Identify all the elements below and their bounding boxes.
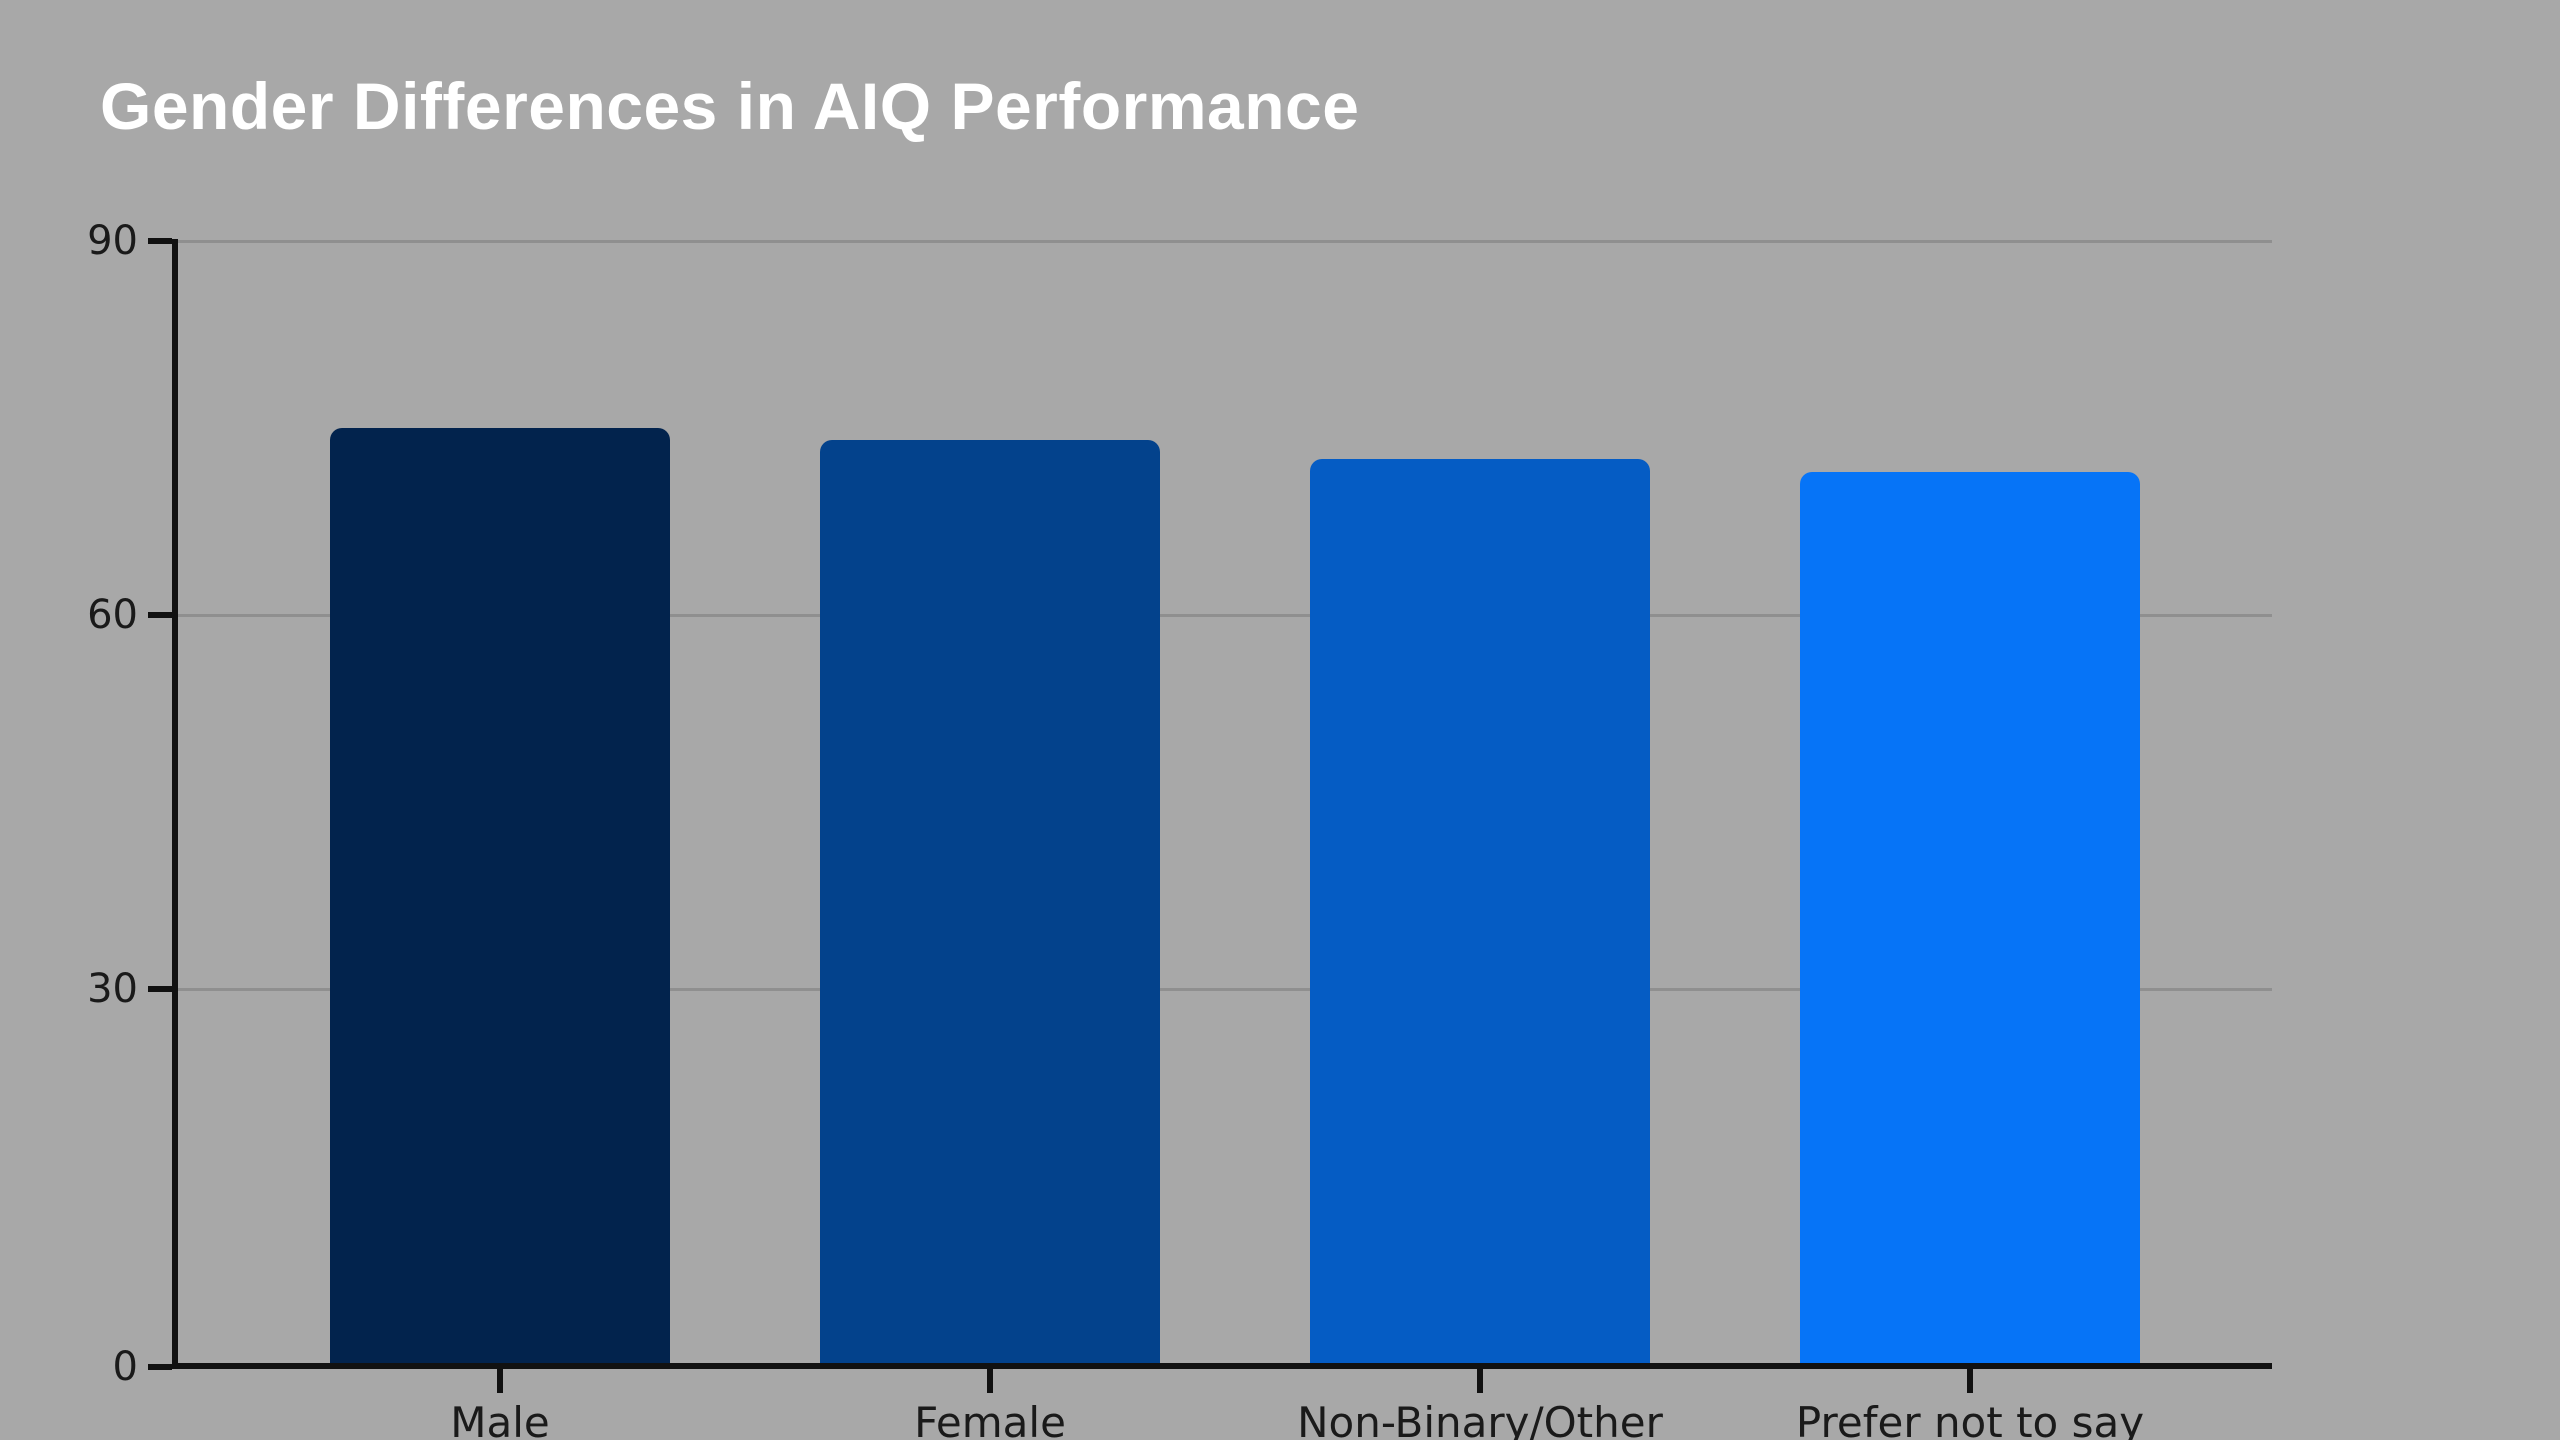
x-axis-tick xyxy=(1967,1369,1973,1393)
bar-prefer-not-to-say xyxy=(1800,471,2140,1363)
y-tick-label: 90 xyxy=(87,218,138,264)
y-axis-tick xyxy=(148,238,172,244)
x-axis-tick xyxy=(497,1369,503,1393)
x-axis-line xyxy=(172,1363,2272,1369)
x-tick-label: Male xyxy=(450,1398,550,1440)
bar-female xyxy=(820,440,1160,1363)
y-tick-label: 30 xyxy=(87,966,138,1012)
y-gridline xyxy=(178,614,2272,617)
y-axis-tick xyxy=(148,612,172,618)
y-tick-label: 60 xyxy=(87,592,138,638)
bar-non-binary-other xyxy=(1310,459,1650,1363)
chart-title: Gender Differences in AIQ Performance xyxy=(100,69,1360,143)
y-axis-tick xyxy=(148,1364,172,1370)
y-axis-tick xyxy=(148,986,172,992)
y-gridline xyxy=(178,988,2272,991)
y-axis-line xyxy=(172,239,178,1369)
x-tick-label: Prefer not to say xyxy=(1795,1398,2145,1440)
x-axis-tick xyxy=(987,1369,993,1393)
y-tick-label: 0 xyxy=(112,1344,138,1390)
x-axis-tick xyxy=(1477,1369,1483,1393)
x-tick-label: Non-Binary/Other xyxy=(1297,1398,1663,1440)
x-tick-label: Female xyxy=(914,1398,1066,1440)
bar-male xyxy=(330,428,670,1363)
y-gridline xyxy=(178,240,2272,243)
